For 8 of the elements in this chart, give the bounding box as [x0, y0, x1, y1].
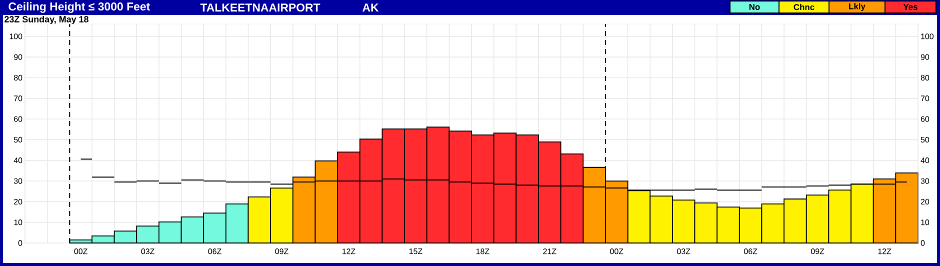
chart-subtitle: 23Z Sunday, May 18: [4, 16, 88, 24]
text: TALKEETNAAIRPORT: [200, 3, 320, 12]
text: No: [749, 4, 760, 10]
text: Lkly: [849, 3, 866, 11]
text: Chnc: [794, 4, 814, 10]
chart-title: Ceiling Height ≤ 3000 Feet: [8, 2, 150, 13]
text: AK: [362, 4, 379, 12]
text: Yes: [903, 4, 918, 10]
